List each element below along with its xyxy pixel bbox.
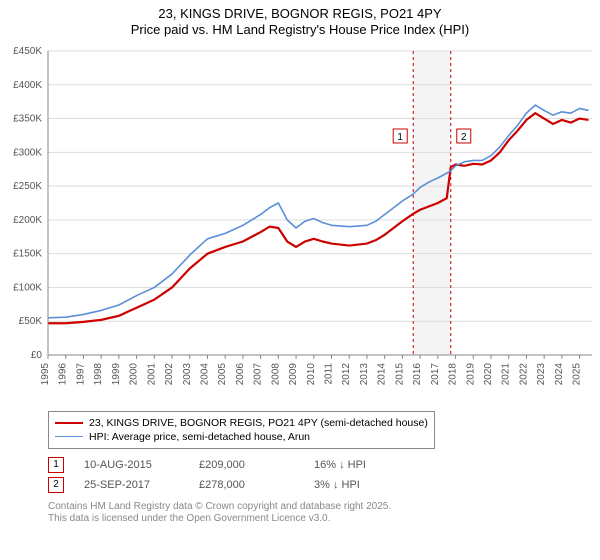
svg-text:2009: 2009 (288, 362, 299, 385)
svg-text:1997: 1997 (75, 362, 86, 385)
svg-text:2003: 2003 (182, 362, 193, 385)
legend-and-annotations: 23, KINGS DRIVE, BOGNOR REGIS, PO21 4PY … (0, 405, 600, 493)
svg-text:£400K: £400K (13, 79, 42, 90)
svg-text:£250K: £250K (13, 181, 42, 192)
legend-swatch (55, 436, 83, 437)
svg-text:2013: 2013 (359, 362, 370, 385)
svg-text:1995: 1995 (40, 362, 51, 385)
svg-text:2001: 2001 (146, 362, 157, 385)
svg-text:2002: 2002 (164, 362, 175, 385)
svg-text:2018: 2018 (448, 362, 459, 385)
svg-text:£50K: £50K (19, 316, 43, 327)
svg-text:£150K: £150K (13, 248, 42, 259)
annotation-price: £209,000 (199, 459, 294, 471)
legend: 23, KINGS DRIVE, BOGNOR REGIS, PO21 4PY … (48, 411, 435, 449)
title-line-2: Price paid vs. HM Land Registry's House … (0, 22, 600, 38)
legend-row: 23, KINGS DRIVE, BOGNOR REGIS, PO21 4PY … (55, 416, 428, 430)
svg-text:1996: 1996 (58, 362, 69, 385)
footer-line-1: Contains HM Land Registry data © Crown c… (48, 501, 590, 514)
annotation-rows: 1 10-AUG-2015 £209,000 16% ↓ HPI 2 25-SEP-201… (48, 457, 600, 493)
svg-text:2007: 2007 (253, 362, 264, 385)
legend-row: HPI: Average price, semi-detached house,… (55, 430, 428, 444)
title-line-1: 23, KINGS DRIVE, BOGNOR REGIS, PO21 4PY (0, 6, 600, 22)
chart-title-block: 23, KINGS DRIVE, BOGNOR REGIS, PO21 4PY … (0, 0, 600, 41)
svg-text:2005: 2005 (217, 362, 228, 385)
svg-text:2016: 2016 (412, 362, 423, 385)
annotation-row: 2 25-SEP-2017 £278,000 3% ↓ HPI (48, 477, 600, 493)
svg-text:2019: 2019 (465, 362, 476, 385)
svg-text:£100K: £100K (13, 282, 42, 293)
svg-text:2020: 2020 (483, 362, 494, 385)
annotation-date: 25-SEP-2017 (84, 479, 179, 491)
svg-text:2022: 2022 (518, 362, 529, 385)
svg-text:2015: 2015 (394, 362, 405, 385)
svg-text:2014: 2014 (377, 362, 388, 385)
svg-text:2017: 2017 (430, 362, 441, 385)
svg-text:1999: 1999 (111, 362, 122, 385)
annotation-delta: 3% ↓ HPI (314, 479, 409, 491)
svg-text:2011: 2011 (324, 362, 335, 384)
svg-text:2024: 2024 (554, 362, 565, 385)
annotation-price: £278,000 (199, 479, 294, 491)
svg-text:2010: 2010 (306, 362, 317, 385)
annotation-marker: 2 (48, 477, 64, 493)
svg-text:2006: 2006 (235, 362, 246, 385)
svg-text:2025: 2025 (572, 362, 583, 385)
annotation-delta: 16% ↓ HPI (314, 459, 409, 471)
svg-text:£200K: £200K (13, 214, 42, 225)
svg-text:2: 2 (461, 132, 467, 143)
legend-swatch (55, 422, 83, 424)
svg-text:2012: 2012 (341, 362, 352, 385)
annotation-marker: 1 (48, 457, 64, 473)
svg-text:1: 1 (397, 132, 403, 143)
svg-text:2000: 2000 (129, 362, 140, 385)
svg-text:1998: 1998 (93, 362, 104, 385)
svg-text:2023: 2023 (536, 362, 547, 385)
footer: Contains HM Land Registry data © Crown c… (0, 497, 600, 526)
svg-text:£350K: £350K (13, 113, 42, 124)
legend-label: 23, KINGS DRIVE, BOGNOR REGIS, PO21 4PY … (89, 417, 428, 429)
svg-text:£0: £0 (31, 350, 43, 361)
annotation-date: 10-AUG-2015 (84, 459, 179, 471)
svg-text:2004: 2004 (199, 362, 210, 385)
svg-text:2008: 2008 (270, 362, 281, 385)
svg-text:£450K: £450K (13, 46, 42, 57)
line-chart: £0 £50K £100K £150K £200K £250K £300K £350K £400… (0, 45, 600, 405)
legend-label: HPI: Average price, semi-detached house,… (89, 431, 310, 443)
chart-area: £0 £50K £100K £150K £200K £250K £300K £350K £400… (0, 45, 600, 405)
svg-text:2021: 2021 (501, 362, 512, 385)
footer-line-2: This data is licensed under the Open Gov… (48, 513, 590, 526)
svg-text:£300K: £300K (13, 147, 42, 158)
annotation-row: 1 10-AUG-2015 £209,000 16% ↓ HPI (48, 457, 600, 473)
